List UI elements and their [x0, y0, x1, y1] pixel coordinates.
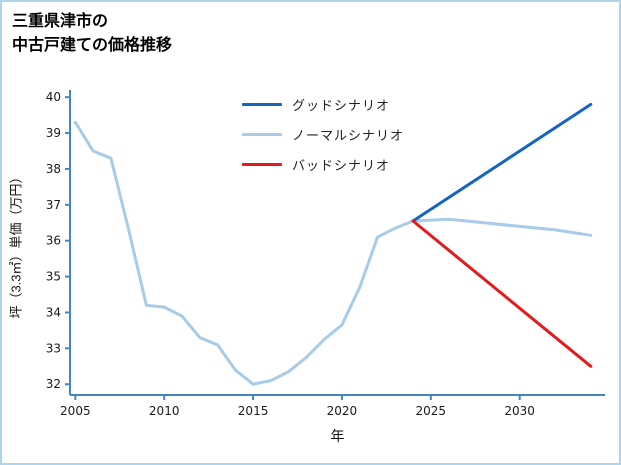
y-tick-label: 36	[46, 234, 61, 248]
y-tick-label: 32	[46, 377, 61, 391]
series-line-1	[73, 120, 593, 386]
chart-title-line2: 中古戸建ての価格推移	[12, 37, 173, 54]
x-tick-label: 2030	[504, 404, 535, 418]
legend-item: バッドシナリオ	[242, 154, 404, 174]
y-tick-label: 40	[46, 90, 61, 104]
legend-swatch	[242, 132, 282, 136]
x-tick-label: 2015	[238, 404, 269, 418]
x-tick-label: 2025	[416, 404, 447, 418]
y-tick-label: 38	[46, 162, 61, 176]
legend-item: グッドシナリオ	[242, 94, 404, 114]
x-axis-label: 年	[330, 428, 345, 444]
y-tick-label: 39	[46, 126, 61, 140]
legend-swatch	[242, 102, 282, 106]
chart-title: 三重県津市の 中古戸建ての価格推移	[12, 10, 172, 58]
y-tick-label: 35	[46, 270, 61, 284]
chart-legend: グッドシナリオ ノーマルシナリオ バッドシナリオ	[242, 94, 404, 174]
x-tick-label: 2010	[149, 404, 180, 418]
y-axis-label: 坪（3.3㎡）単価（万円）	[8, 170, 24, 319]
legend-swatch	[242, 162, 282, 166]
x-tick-label: 2020	[327, 404, 358, 418]
y-tick-label: 34	[46, 305, 61, 319]
legend-label: ノーマルシナリオ	[292, 127, 405, 143]
y-tick-label: 33	[46, 341, 61, 355]
legend-label: グッドシナリオ	[292, 97, 391, 113]
legend-label: バッドシナリオ	[292, 157, 391, 173]
series-line-0	[411, 102, 593, 223]
legend-item: ノーマルシナリオ	[242, 124, 404, 144]
x-tick-label: 2005	[60, 404, 91, 418]
series-line-2	[411, 219, 593, 368]
y-tick-label: 37	[46, 198, 61, 212]
chart-title-line1: 三重県津市の	[12, 13, 109, 30]
